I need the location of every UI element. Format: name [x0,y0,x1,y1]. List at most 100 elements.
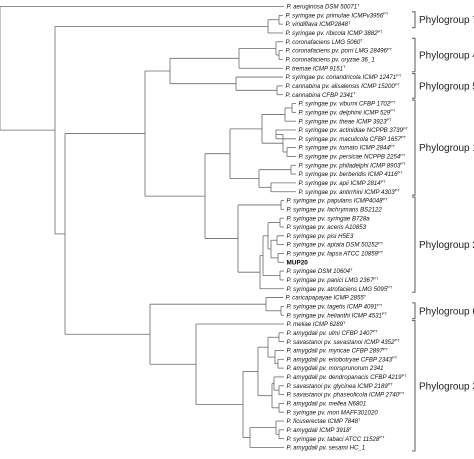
taxon-name: P. amygdali pv. morsprunorum 2341 [287,365,384,372]
strain-type-superscript: PT [383,11,389,16]
strain-type-superscript: PT [378,241,384,246]
taxon-name: P. amygdali ICMP 3918 [287,427,351,434]
taxon-name: P. syringae pv. tomato ICMP 2844 [299,145,391,152]
taxon-name: P. cannabina CFBP 2341 [286,92,354,99]
taxon-label: P. syringae pv. helianthi ICMP 4531PT [287,311,388,319]
phylogroup-bracket [412,319,416,452]
taxon-name: P. syringae pv. ribicola ICMP 3882 [286,30,379,37]
taxon-name: P. syringae pv. helianthi ICMP 4531 [287,312,382,319]
strain-type-superscript: PT [377,302,383,307]
taxon-name: P. syringae pv. aptata DSM 50252 [287,242,379,249]
strain-type-superscript: PT [388,382,394,387]
taxon-name: P. syringae pv. viburni CFBP 1702 [299,101,391,108]
taxon-label: P. syringae pv. aptata DSM 50252PT [287,241,384,249]
taxon-label: P. syringae pv. panici LMG 2367PT [287,276,380,284]
taxon-name: P. syringae pv. pisi H5E3 [287,233,354,240]
phylogroup-bracket [412,99,416,196]
strain-type-superscript: PT [383,346,389,351]
taxon-name: P. syringae pv. tagetis ICMP 4091 [287,303,378,310]
taxon-name: P. tremae ICMP 9151 [286,65,344,72]
taxon-name: P. syringae pv. coriandricola ICMP 12471 [286,74,397,81]
strain-type-superscript: PT [390,99,396,104]
taxon-label: P. syringae pv. primulae ICMPv3956PT [286,11,389,19]
taxon-label: P. syringae pv. tagetis ICMP 4091PT [287,302,383,310]
taxon-label: P. amygdali pv. sesami HC_1 [287,445,366,452]
taxon-label: P. amygdali pv. ulmi CFBP 1407PT [287,329,379,337]
taxon-label: P. amygdali pv. morsprunorum 2341 [287,365,384,372]
taxon-name: P. savastanoi pv. phaseolicola ICMP 2740 [287,392,400,399]
taxon-label: P. syringae pv. papulans ICMP4048PT [287,196,389,204]
taxon-label: P. savastanoi pv. glycinea ICMP 2189PT [287,382,394,390]
taxon-label: P. syringae pv. maculicola CFBP 1657PT [299,135,407,143]
taxon-name: P. syringae pv. panici LMG 2367 [287,277,374,284]
strain-type-superscript: PT [390,144,396,149]
strain-type-superscript: PT [379,435,385,440]
taxon-name: P. syringae pv. primulae ICMPv3956 [286,12,384,19]
taxon-label: P. amygdali pv. myricae CFBP 2897PT [287,346,389,354]
taxon-label: P. syringae pv. antirrhini ICMP 4303PT [299,188,401,196]
taxon-label: P. amygdali pv. eriobotryae CFBP 2343PT [287,355,398,363]
strain-type-superscript: PT [398,170,404,175]
strain-type-superscript: PT [401,135,407,140]
taxon-label: P. ficuserectae ICMP 7848T [287,417,361,425]
taxon-name: P. amygdali pv. mellea N6801 [287,401,367,408]
strain-type-superscript: PT [381,179,387,184]
strain-type-superscript: PT [396,73,402,78]
taxon-name: P. syringae pv. berberidis ICMP 4116 [299,171,399,178]
taxon-label: P. syringae pv. tabaci ATCC 11528PT [287,435,385,443]
taxon-label: P. syringae pv. syringae B728a [287,215,371,222]
strain-type-superscript: PT [403,126,409,131]
taxon-name: P. syringae pv. philadelphi ICMP 8903 [299,162,401,169]
taxon-name: P. amygdali pv. eriobotryae CFBP 2343 [287,356,393,363]
taxon-label: P. syringae pv. viburni CFBP 1702PT [299,99,396,107]
taxon-name: P. ficuserectae ICMP 7848 [287,418,359,425]
taxon-label: P. savastanoi pv. savastanoi ICMP 4352PT [287,338,401,346]
strain-type-superscript: PT [390,108,396,113]
taxon-label: P. syringae pv. persicae NCPPB 2254PT [299,152,406,160]
strain-type-superscript: T [350,267,353,272]
taxon-name: P. amygdali pv. myricae CFBP 2897 [287,348,384,355]
strain-type-superscript: PT [400,152,406,157]
taxon-label: P. savastanoi pv. phaseolicola ICMP 2740… [287,390,405,398]
strain-type-superscript: T [360,38,363,43]
taxon-name: P. viridiflava ICMP2848 [286,21,349,28]
taxon-label: P. aeruginosa DSM 50071T [287,2,361,10]
phylogroup-label: Phylogroup 4 [419,51,474,62]
highlighted-taxon-label: MUP20 [287,259,309,266]
taxon-label: P. syringae pv. actinidiae NCPPB 3739PT [299,126,409,134]
taxon-name: P. syringae pv. lachrymans BS2122 [287,206,383,213]
strain-type-superscript: PT [402,373,408,378]
phylogroup-bracket [412,302,416,320]
taxon-name: P. syringae pv. antirrhini ICMP 4303 [299,189,396,196]
phylogroup-label: Phylogroup 3 [419,381,474,392]
taxon-label: P. syringae DSM 10604T [287,267,354,275]
taxon-label: P. syringae pv. tomato ICMP 2844PT [299,144,396,152]
taxon-name: P. syringae pv. atrofaciens LMG 5095 [287,286,388,293]
taxon-label: P. amygdali pv. dendropanacis CFBP 4219P… [287,373,408,381]
strain-type-superscript: T [343,320,346,325]
taxon-name: P. syringae pv. lapsa ATCC 10859 [287,251,379,258]
taxon-name: P. coronafaciens pv. oryzae 36_1 [286,57,375,64]
strain-type-superscript: T [350,426,353,431]
taxon-label: P. cannabina pv. alisalensis ICMP 15200P… [286,82,401,90]
strain-type-superscript: T [348,20,351,25]
phylogroup-label: Phylogroup 6 [419,306,474,317]
taxon-label: P. syringae pv. berberidis ICMP 4116PT [299,170,404,178]
strain-type-superscript: PT [399,390,405,395]
strain-type-superscript: PT [382,196,388,201]
phylogroup-bracket [412,73,416,99]
taxon-label: P. syringae pv. delphinii ICMP 529PT [299,108,396,116]
taxon-label: P. syringae pv. pisi H5E3 [287,233,354,240]
strain-type-superscript: PT [395,82,401,87]
taxon-label: P. syringae pv. philadelphi ICMP 8903PT [299,161,407,169]
strain-type-superscript: T [353,91,356,96]
taxon-name: P. meliae ICMP 6289 [287,321,344,328]
taxon-name: P. syringae pv. syringae B728a [287,215,371,222]
strain-type-superscript: PT [382,311,388,316]
strain-type-superscript: PT [373,276,379,281]
phylogroup-bracket [412,196,416,293]
strain-type-superscript: PT [392,355,398,360]
taxon-name: P. syringae pv. persicae NCPPB 2254 [299,154,401,161]
taxon-name: P. savastanoi pv. glycinea ICMP 2189 [287,383,389,390]
